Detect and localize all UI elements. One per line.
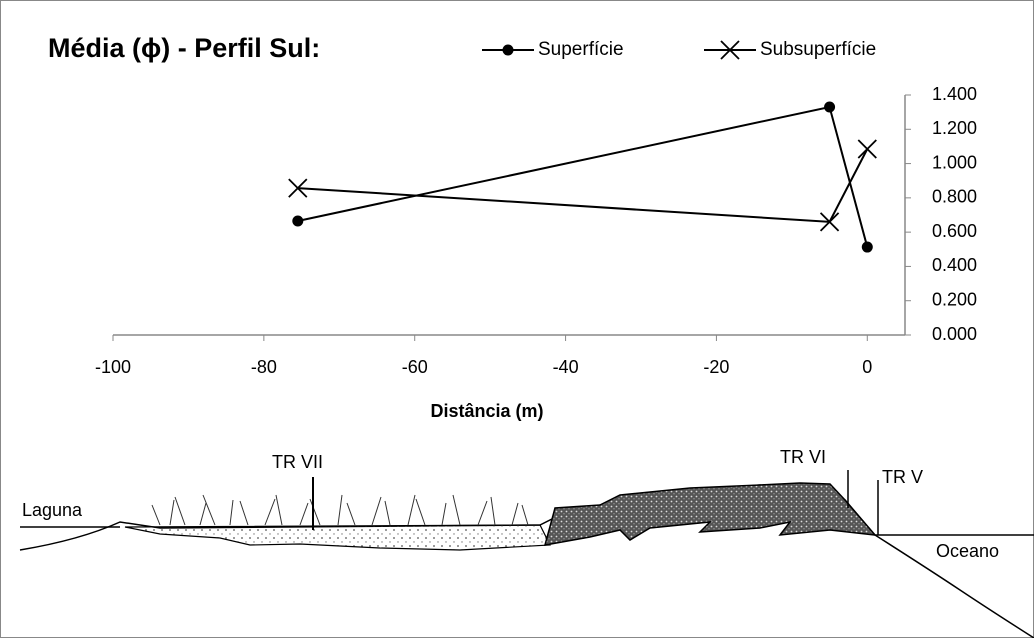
- illustration-label: TR V: [882, 467, 923, 487]
- y-tick-label: 0.200: [932, 289, 977, 309]
- illustration-label: TR VII: [272, 452, 323, 472]
- point: [861, 241, 873, 253]
- legend-marker: [502, 44, 514, 56]
- x-tick-label: -20: [703, 357, 729, 377]
- legend-label: Subsuperfície: [760, 39, 876, 60]
- illustration-label: TR VI: [780, 447, 826, 467]
- legend-marker: [720, 40, 740, 60]
- x-axis-title: Distância (m): [430, 401, 543, 421]
- point: [819, 212, 840, 232]
- x-tick-label: -40: [553, 357, 579, 377]
- y-tick-label: 1.400: [932, 84, 977, 104]
- point: [288, 178, 308, 198]
- illustration-label: Oceano: [936, 541, 999, 561]
- plot: -100 -80 -60 -40 -20 0 0.000 0.200 0.400 0.600 0.8…: [95, 39, 977, 377]
- point: [857, 139, 877, 159]
- y-tick-label: 0.600: [932, 221, 977, 241]
- legend-label: Superfície: [538, 39, 624, 60]
- y-tick-label: 0.800: [932, 187, 977, 207]
- x-tick-label: -60: [402, 357, 428, 377]
- chart-title: Média (ϕ) - Perfil Sul:: [48, 33, 320, 63]
- x-tick-label: 0: [862, 357, 872, 377]
- illustration-label: Laguna: [22, 500, 83, 520]
- profile-illustration: [19, 470, 1034, 639]
- y-tick-label: 1.000: [932, 152, 977, 172]
- point: [292, 215, 304, 227]
- y-tick-label: 0.000: [932, 324, 977, 344]
- x-tick-label: -80: [251, 357, 277, 377]
- y-tick-label: 1.200: [932, 118, 977, 138]
- x-tick-label: -100: [95, 357, 131, 377]
- y-tick-label: 0.400: [932, 255, 977, 275]
- point: [824, 101, 836, 113]
